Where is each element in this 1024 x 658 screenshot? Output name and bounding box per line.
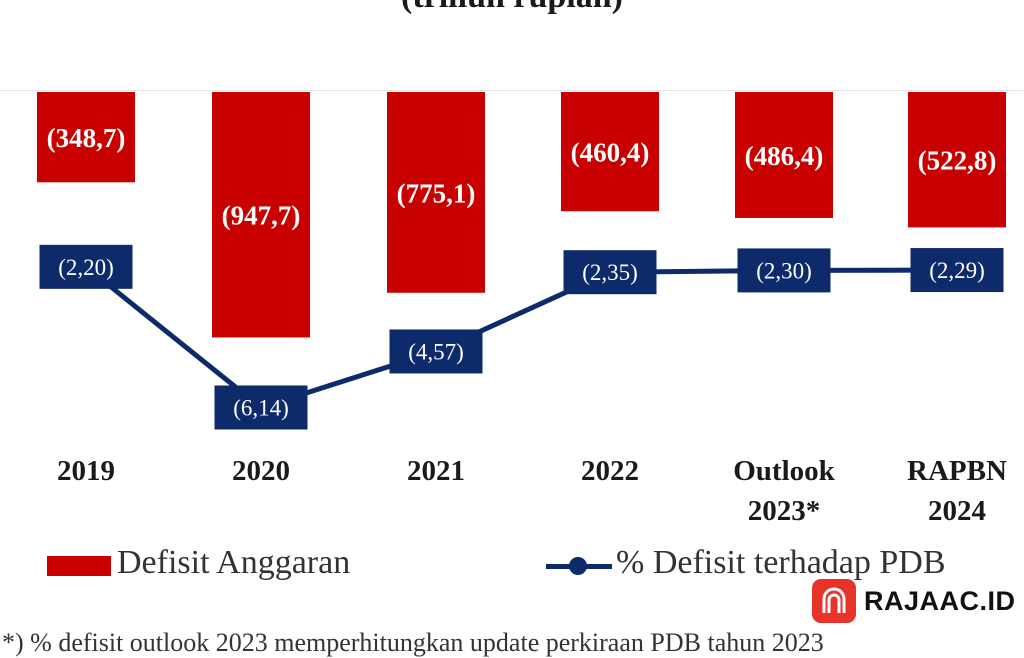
pdb-value-label: (2,30) <box>756 258 812 283</box>
legend: Defisit Anggaran % Defisit terhadap PDB <box>0 540 1024 590</box>
pdb-point-box <box>563 250 657 295</box>
legend-line-label: % Defisit terhadap PDB <box>616 544 946 581</box>
bar-value-label: (775,1) <box>397 178 476 208</box>
deficit-bar <box>387 92 485 293</box>
category-label: 2023* <box>748 495 821 527</box>
pdb-value-label: (2,29) <box>929 258 985 283</box>
pdb-value-label: (2,20) <box>58 255 114 280</box>
top-axis-line <box>0 90 1024 91</box>
bar-value-label: (348,7) <box>47 123 126 153</box>
category-label: Outlook <box>733 455 835 487</box>
deficit-bar <box>561 92 659 212</box>
category-label: 2020 <box>232 455 290 487</box>
chart: (348,7) (947,7) (775,1) (460,4) (486,4) (522,… <box>37 92 1007 527</box>
deficit-bar <box>908 92 1006 228</box>
chart-title: (triliun rupiah) <box>0 0 1024 16</box>
legend-line-marker <box>569 557 587 575</box>
deficit-bar <box>735 92 833 218</box>
pdb-point-box <box>737 248 831 293</box>
watermark-text: RAJAAC.ID <box>864 585 1016 616</box>
category-label: 2021 <box>407 455 465 487</box>
category-label: 2024 <box>928 495 986 527</box>
pdb-point-box <box>214 385 308 430</box>
pdb-value-label: (6,14) <box>233 395 289 420</box>
legend-bar-swatch <box>47 556 111 576</box>
pdb-value-label: (4,57) <box>408 339 464 364</box>
deficit-bar <box>212 92 310 338</box>
footnote: *) % defisit outlook 2023 memperhitungka… <box>2 628 824 657</box>
bar-value-label: (486,4) <box>745 141 824 171</box>
bar-value-label: (522,8) <box>918 146 997 176</box>
deficit-bar <box>37 92 135 183</box>
bar-value-label: (460,4) <box>571 138 650 168</box>
category-label: 2019 <box>57 455 115 487</box>
pdb-value-label: (2,35) <box>582 260 638 285</box>
legend-bar-label: Defisit Anggaran <box>117 544 351 581</box>
pdb-point-box <box>910 248 1004 293</box>
category-label: RAPBN <box>907 455 1007 487</box>
bar-value-label: (947,7) <box>222 201 301 231</box>
watermark: RAJAAC.ID <box>812 578 1022 624</box>
pdb-point-box <box>39 244 133 289</box>
pdb-point-box <box>389 329 483 374</box>
category-label: 2022 <box>581 455 639 487</box>
watermark-logo-icon <box>812 579 856 623</box>
